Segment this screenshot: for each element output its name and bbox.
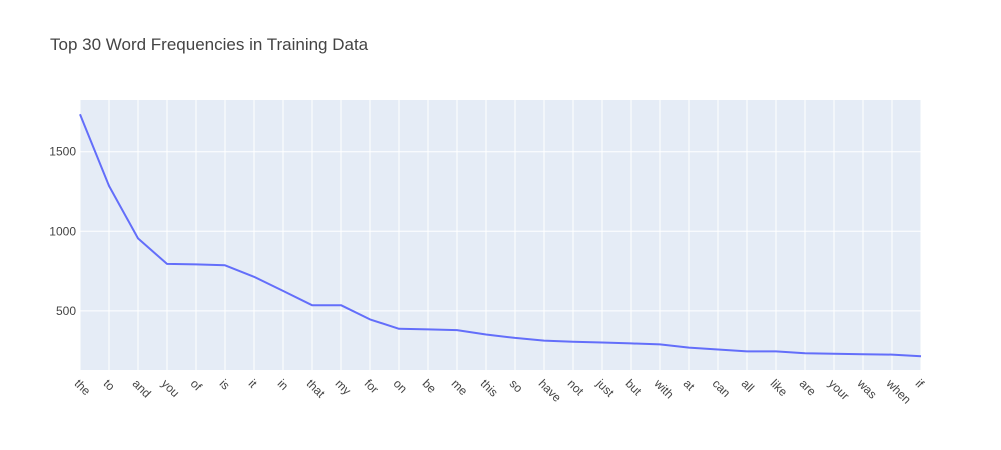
x-tick-label: to xyxy=(101,376,118,393)
x-tick-label: not xyxy=(565,376,587,398)
x-tick-label: that xyxy=(304,376,329,401)
x-tick-label: are xyxy=(797,376,819,398)
x-tick-label: so xyxy=(507,376,526,395)
x-tick-label: can xyxy=(710,376,734,400)
x-axis-ticks: the to and you of is it in that my for on be me this so… xyxy=(72,376,928,407)
x-tick-label: if xyxy=(913,376,928,391)
x-tick-label: at xyxy=(681,376,698,393)
y-tick-label: 1000 xyxy=(49,224,76,238)
x-tick-label: the xyxy=(72,376,94,398)
x-tick-label: and xyxy=(130,376,154,400)
x-tick-label: this xyxy=(478,376,501,399)
x-tick-label: just xyxy=(593,376,617,400)
x-tick-label: but xyxy=(623,376,645,398)
y-axis-ticks: 500 1000 1500 xyxy=(49,145,76,318)
x-tick-label: with xyxy=(651,376,677,402)
x-tick-label: be xyxy=(420,376,440,396)
y-tick-label: 1500 xyxy=(49,145,76,159)
x-tick-label: is xyxy=(217,376,233,392)
x-tick-label: my xyxy=(333,376,354,397)
x-tick-label: like xyxy=(768,376,791,399)
x-tick-label: me xyxy=(449,376,471,398)
x-tick-label: your xyxy=(826,376,852,402)
plot-background xyxy=(80,100,921,370)
x-tick-label: of xyxy=(188,376,205,393)
x-tick-label: when xyxy=(883,376,914,407)
x-tick-label: in xyxy=(275,376,292,393)
x-tick-label: for xyxy=(362,376,382,396)
x-tick-label: have xyxy=(536,376,565,405)
x-tick-label: it xyxy=(246,376,261,391)
x-tick-label: was xyxy=(854,376,880,402)
series-line xyxy=(79,113,922,358)
chart-title: Top 30 Word Frequencies in Training Data xyxy=(50,35,369,54)
x-tick-label: you xyxy=(159,376,183,400)
series-layer xyxy=(79,113,922,358)
x-tick-label: all xyxy=(739,376,757,394)
y-tick-label: 500 xyxy=(56,304,76,318)
x-tick-label: on xyxy=(391,376,410,395)
gridlines xyxy=(79,100,922,370)
